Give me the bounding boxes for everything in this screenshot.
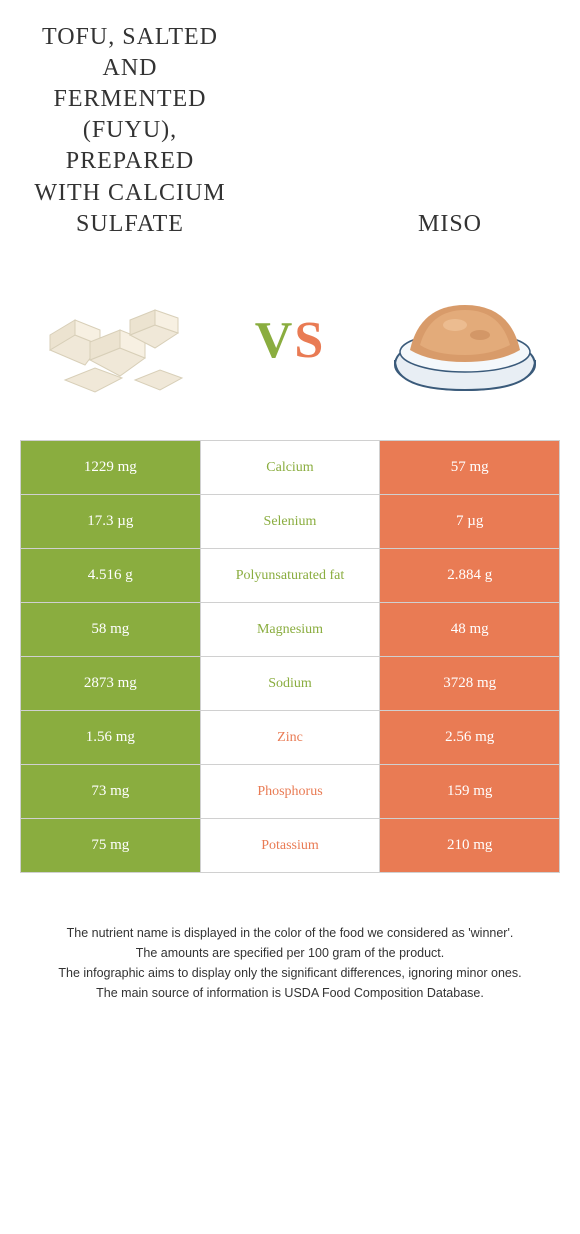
table-row: 1229 mgCalcium57 mg — [21, 441, 560, 495]
nutrient-label: Potassium — [200, 819, 380, 873]
nutrient-label: Zinc — [200, 711, 380, 765]
right-value: 159 mg — [380, 765, 560, 819]
left-value: 75 mg — [21, 819, 201, 873]
right-value: 57 mg — [380, 441, 560, 495]
images-row: VS — [0, 260, 580, 440]
left-value: 4.516 g — [21, 549, 201, 603]
right-value: 7 µg — [380, 495, 560, 549]
left-value: 58 mg — [21, 603, 201, 657]
left-food-title: Tofu, salted and fermented (fuyu), prepa… — [30, 22, 230, 240]
footer-line-3: The infographic aims to display only the… — [30, 963, 550, 983]
miso-icon — [380, 280, 550, 400]
left-value: 73 mg — [21, 765, 201, 819]
comparison-table: 1229 mgCalcium57 mg17.3 µgSelenium7 µg4.… — [20, 440, 560, 873]
vs-s: S — [294, 312, 325, 369]
nutrient-label: Phosphorus — [200, 765, 380, 819]
table-row: 58 mgMagnesium48 mg — [21, 603, 560, 657]
nutrient-label: Sodium — [200, 657, 380, 711]
left-value: 1229 mg — [21, 441, 201, 495]
table-row: 75 mgPotassium210 mg — [21, 819, 560, 873]
footer-line-4: The main source of information is USDA F… — [30, 983, 550, 1003]
nutrient-label: Magnesium — [200, 603, 380, 657]
table-row: 73 mgPhosphorus159 mg — [21, 765, 560, 819]
left-value: 17.3 µg — [21, 495, 201, 549]
footer-line-1: The nutrient name is displayed in the co… — [30, 923, 550, 943]
right-value: 3728 mg — [380, 657, 560, 711]
footer-notes: The nutrient name is displayed in the co… — [0, 873, 580, 1023]
right-value: 2.884 g — [380, 549, 560, 603]
table-row: 4.516 gPolyunsaturated fat2.884 g — [21, 549, 560, 603]
right-food-title: Miso — [350, 209, 550, 240]
footer-line-2: The amounts are specified per 100 gram o… — [30, 943, 550, 963]
header-row: Tofu, salted and fermented (fuyu), prepa… — [0, 0, 580, 260]
left-food-image — [30, 280, 200, 400]
table-row: 2873 mgSodium3728 mg — [21, 657, 560, 711]
table-row: 1.56 mgZinc2.56 mg — [21, 711, 560, 765]
nutrient-label: Selenium — [200, 495, 380, 549]
nutrient-label: Calcium — [200, 441, 380, 495]
vs-v: V — [255, 312, 295, 369]
left-value: 2873 mg — [21, 657, 201, 711]
table-row: 17.3 µgSelenium7 µg — [21, 495, 560, 549]
right-value: 2.56 mg — [380, 711, 560, 765]
left-value: 1.56 mg — [21, 711, 201, 765]
right-value: 210 mg — [380, 819, 560, 873]
right-food-image — [380, 280, 550, 400]
tofu-icon — [30, 280, 200, 400]
nutrient-label: Polyunsaturated fat — [200, 549, 380, 603]
right-value: 48 mg — [380, 603, 560, 657]
vs-label: VS — [255, 311, 325, 370]
